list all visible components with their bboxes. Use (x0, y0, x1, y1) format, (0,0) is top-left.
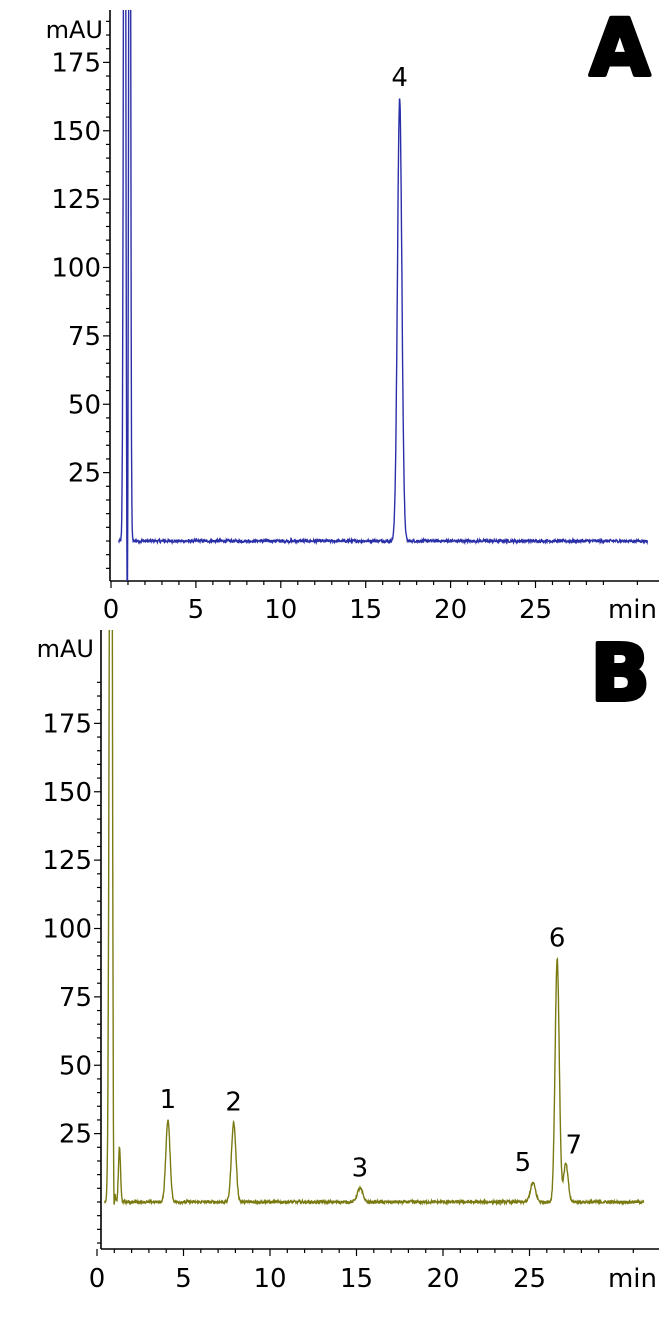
y-tick-label: 50 (68, 390, 101, 420)
peak-label: 3 (352, 1153, 369, 1183)
chart-panel-a: 25 50 75 100 125 150 175 0 5 10 15 20 25 mAU min A 4 (46, 0, 659, 625)
y-tick-label: 100 (51, 254, 101, 284)
peak-label: 2 (225, 1088, 242, 1118)
panel-letter: A (590, 4, 650, 94)
x-tick-label: 10 (253, 1264, 286, 1294)
x-tick-label: 10 (264, 595, 297, 625)
peak-label: 4 (391, 63, 408, 93)
x-unit-label: min (608, 595, 657, 625)
y-tick-label: 25 (68, 459, 101, 489)
x-unit-label: min (608, 1264, 657, 1294)
panel-letter: B (591, 629, 650, 719)
signal-trace (105, 117, 644, 1204)
y-unit-label: mAU (46, 16, 103, 44)
x-tick-label: 0 (89, 1264, 106, 1294)
x-tick-label: 25 (519, 595, 552, 625)
y-tick-label: 75 (59, 983, 92, 1013)
x-tick-label: 15 (349, 595, 382, 625)
signal-trace (119, 0, 648, 591)
y-tick-label: 125 (42, 846, 92, 876)
peak-label: 5 (515, 1148, 532, 1178)
y-tick-label: 75 (68, 322, 101, 352)
x-tick-label: 20 (426, 1264, 459, 1294)
x-tick-label: 15 (340, 1264, 373, 1294)
peak-label: 1 (160, 1085, 177, 1115)
y-tick-label: 125 (51, 185, 101, 215)
x-tick-label: 0 (103, 595, 120, 625)
x-tick-label: 25 (513, 1264, 546, 1294)
x-tick-label: 5 (175, 1264, 192, 1294)
y-tick-label: 150 (51, 117, 101, 147)
y-unit-label: mAU (37, 635, 94, 663)
y-tick-label: 50 (59, 1051, 92, 1081)
y-tick-label: 150 (42, 778, 92, 808)
y-tick-label: 175 (51, 48, 101, 78)
peak-label: 6 (549, 924, 566, 954)
peak-label: 7 (566, 1131, 583, 1161)
y-tick-label: 25 (59, 1120, 92, 1150)
y-tick-label: 100 (42, 915, 92, 945)
x-tick-label: 20 (434, 595, 467, 625)
x-tick-label: 5 (188, 595, 205, 625)
y-tick-label: 175 (42, 709, 92, 739)
